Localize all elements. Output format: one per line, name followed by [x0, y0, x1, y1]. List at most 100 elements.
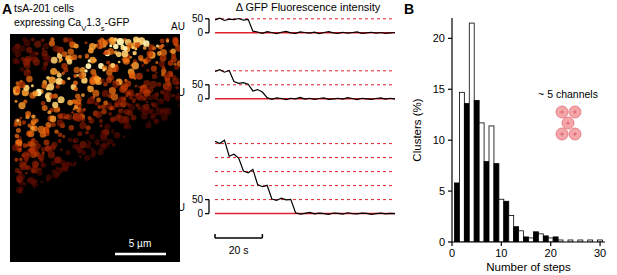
speckle [73, 74, 77, 78]
speckle [74, 114, 82, 122]
histogram-bar [459, 92, 464, 242]
speckle [160, 107, 166, 113]
speckle [88, 48, 94, 54]
speckle [110, 117, 116, 123]
speckle [118, 97, 124, 103]
speckle [156, 92, 158, 94]
channel-pore [560, 110, 563, 113]
speckle [24, 57, 30, 63]
speckle [57, 53, 62, 58]
scale-tick [205, 199, 209, 200]
x-tick [451, 242, 452, 246]
speckle [153, 119, 159, 125]
image-speckles [12, 37, 180, 194]
histogram-bar [553, 237, 558, 242]
speckle [167, 99, 170, 102]
step-level [215, 143, 395, 144]
speckle [143, 89, 150, 96]
speckle [112, 143, 115, 146]
speckle [73, 161, 76, 164]
speckle [109, 87, 116, 94]
speckle [117, 38, 124, 45]
speckle [101, 109, 107, 115]
step-level [215, 84, 395, 85]
speckle [57, 114, 62, 119]
speckle [47, 110, 51, 114]
speckle [112, 81, 119, 88]
step-level [215, 199, 395, 200]
speckle [71, 111, 74, 114]
trace-plot [215, 70, 395, 100]
speckle [23, 156, 28, 161]
histogram-bar [489, 126, 494, 242]
trace-chart: 050AU [171, 70, 395, 105]
speckle [46, 76, 50, 80]
histogram-bar [529, 238, 534, 242]
speckle [114, 132, 121, 139]
speckle [155, 71, 158, 74]
speckle [143, 40, 149, 46]
speckle [172, 38, 179, 45]
channel-circle [569, 128, 581, 140]
speckle [41, 101, 46, 106]
scale-tick [205, 32, 209, 33]
histogram-bar [524, 237, 529, 242]
tick-label: 50 [192, 79, 204, 90]
speckle [64, 116, 66, 118]
speckle [74, 67, 80, 73]
speckle [60, 149, 63, 152]
speckle [30, 57, 35, 62]
speckle [171, 49, 176, 54]
tick-label: 0 [197, 93, 203, 104]
speckle [145, 56, 151, 62]
histogram-bar [454, 183, 459, 242]
speckle [57, 120, 64, 127]
speckle [14, 119, 21, 126]
speckle [124, 101, 128, 105]
speckle [34, 41, 41, 48]
step-level [215, 171, 395, 172]
trace-line [215, 18, 395, 33]
speckle [52, 102, 58, 108]
speckle [46, 98, 51, 103]
speckle [128, 104, 135, 111]
speckle [16, 128, 21, 133]
speckle [142, 109, 148, 115]
speckle [168, 60, 174, 66]
speckle [152, 46, 156, 50]
speckle [106, 61, 110, 65]
speckle [69, 125, 75, 131]
trace-plot [215, 18, 395, 33]
speckle [12, 144, 19, 151]
speckle [47, 83, 54, 90]
speckle [88, 59, 91, 62]
speckle [152, 94, 158, 100]
speckle [123, 46, 128, 51]
figure: AtsA-201 cellsexpressing CaV1.3s-GFP5 µm… [0, 0, 617, 275]
tick-label: 15 [433, 83, 445, 95]
speckle [142, 59, 145, 62]
speckle [19, 45, 25, 51]
annotation: ~ 5 channels [538, 88, 598, 100]
speckle [123, 57, 130, 64]
speckle [90, 121, 93, 124]
speckle [94, 73, 97, 76]
speckle [135, 85, 138, 88]
speckle [18, 173, 25, 180]
speckle [48, 151, 55, 158]
histogram-bar [469, 23, 474, 242]
image-scale-bar [115, 253, 166, 256]
speckle [123, 135, 126, 138]
histogram-chart: 051015200102030Number of stepsClusters (… [411, 18, 606, 273]
speckle [91, 153, 96, 158]
speckle [162, 66, 166, 70]
speckle [41, 162, 46, 167]
speckle [98, 39, 102, 43]
speckle [86, 63, 92, 69]
speckle [156, 44, 159, 47]
scale-bracket [208, 200, 209, 214]
speckle [103, 101, 108, 106]
channel-pore [566, 121, 569, 124]
axis-label: Clusters (%) [411, 98, 423, 161]
speckle [61, 80, 66, 85]
